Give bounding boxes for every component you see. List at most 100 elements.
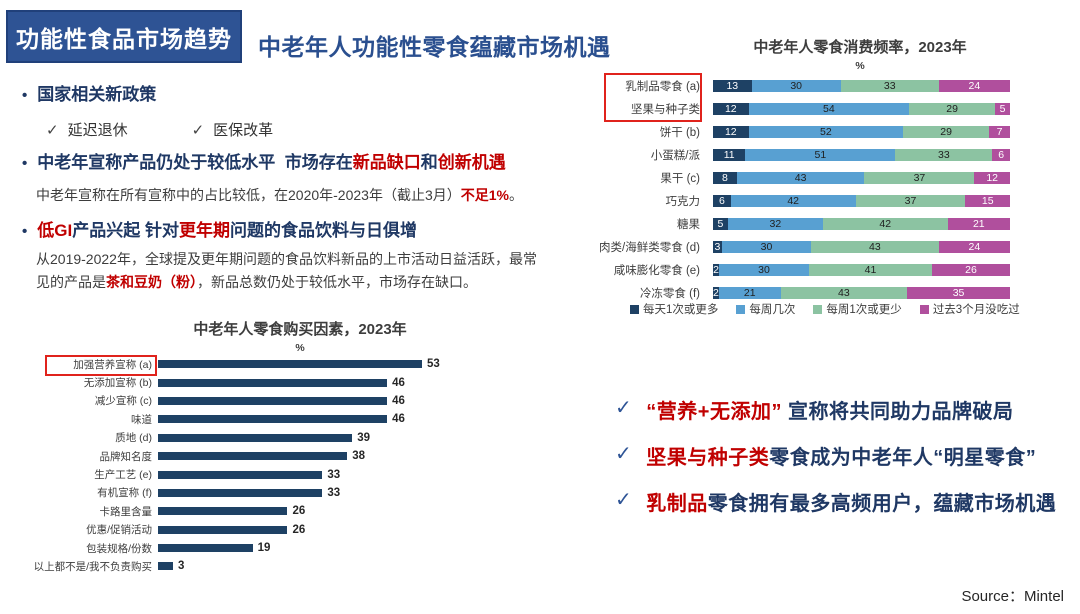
legend-label: 过去3个月没吃过	[932, 304, 1020, 316]
freq-category-label: 糖果	[677, 218, 700, 231]
purchase-category-label: 卡路里含量	[99, 505, 153, 518]
purchase-chart-row: 加强营养宣称 (a) 53	[28, 355, 440, 373]
policy-check-list: ✓ 延迟退休 ✓ 医保改革	[46, 119, 273, 140]
freq-stacked-bar: 3 30 43 24	[713, 240, 1010, 253]
insight-list: ✓ “营养+无添加” 宣称将共同助力品牌破局 ✓ 坚果与种子类零食成为中老年人“明星…	[615, 395, 1056, 533]
freq-chart-row: 乳制品零食 (a) 13 30 33 24	[583, 74, 1010, 97]
text-segment: 茶和豆奶（粉）	[106, 273, 197, 290]
insight-text: “营养+无添加” 宣称将共同助力品牌破局	[646, 395, 1013, 441]
freq-category-label: 咸味膨化零食 (e)	[613, 264, 700, 277]
freq-bar-segment: 30	[751, 79, 841, 92]
freq-category-label: 小蛋糕/派	[650, 149, 700, 162]
purchase-category-label: 无添加宣称 (b)	[83, 377, 152, 390]
legend-label: 每天1次或更多	[643, 304, 719, 316]
legend-swatch-icon	[919, 304, 929, 314]
menopause-paragraph: 从2019-2022年，全球提及更年期问题的食品饮料新品的上市活动日益活跃，最常…	[36, 248, 548, 293]
purchase-value-label: 33	[327, 486, 341, 499]
freq-bar-segment: 3	[713, 240, 722, 253]
freq-category-label: 坚果与种子类	[631, 103, 700, 116]
freq-bar-segment: 24	[938, 79, 1010, 92]
purchase-chart-row: 品牌知名度 38	[28, 447, 440, 465]
purchase-chart-row: 以上都不是/我不负责购买 3	[28, 557, 440, 575]
freq-chart-row: 糖果 5 32 42 21	[583, 212, 1010, 235]
frequency-chart-legend: 每天1次或更多 每周几次 每周1次或更少 过去3个月没吃过	[630, 301, 1020, 317]
text-segment: 从2019-2022年，全球提及更年期问题的食品饮料新品的上市活动日益活跃，最常…	[36, 251, 537, 290]
text-segment: 和	[420, 153, 438, 172]
bullet-policy: • 国家相关新政策	[22, 80, 156, 105]
text-segment: 中老年宣称产品仍处于较低水平 市场存在	[37, 153, 353, 172]
purchase-value-label: 53	[426, 358, 440, 371]
freq-bar-segment: 6	[992, 148, 1010, 161]
freq-bar-segment: 13	[713, 79, 752, 92]
insight-text: 乳制品零食拥有最多高频用户，蕴藏市场机遇	[646, 487, 1056, 533]
freq-bar-segment: 42	[730, 194, 856, 207]
bullet-icon: •	[22, 223, 28, 240]
freq-bar-segment: 42	[822, 217, 948, 230]
purchase-bar	[158, 507, 288, 516]
text-segment: 中老年宣称在所有宣称中的占比较低，在2020年-2023年（截止3月）	[36, 187, 461, 203]
freq-bar-segment: 5	[713, 217, 728, 230]
purchase-category-label: 包装规格/份数	[86, 542, 152, 555]
freq-bar-segment: 43	[780, 286, 908, 299]
purchase-category-label: 品牌知名度	[99, 450, 153, 463]
insight-text: 坚果与种子类零食成为中老年人“明星零食”	[646, 441, 1036, 487]
purchase-value-label: 46	[392, 394, 405, 407]
freq-bar-segment: 12	[713, 102, 749, 115]
freq-category-label: 巧克力	[665, 195, 701, 208]
freq-bar-segment: 35	[907, 286, 1010, 299]
purchase-bar	[158, 452, 348, 461]
text-segment: 新品缺口	[352, 153, 421, 172]
freq-chart-row: 小蛋糕/派 11 51 33 6	[583, 143, 1010, 166]
bullet-policy-text: 国家相关新政策	[37, 85, 157, 104]
bullet-claims-gap: • 中老年宣称产品仍处于较低水平 市场存在新品缺口和创新机遇	[22, 148, 506, 173]
purchase-category-label: 减少宣称 (c)	[94, 395, 152, 408]
claims-paragraph: 中老年宣称在所有宣称中的占比较低，在2020年-2023年（截止3月）不足1%。	[36, 184, 523, 207]
purchase-chart-row: 优惠/促销活动 26	[28, 521, 440, 539]
text-segment: 宣称将共同助力品牌破局	[781, 401, 1014, 423]
freq-bar-segment: 21	[718, 286, 781, 299]
frequency-chart: 乳制品零食 (a) 13 30 33 24 坚果与种子类 12 54 29 5 饼干 (b) 12 52…	[583, 74, 1010, 304]
purchase-bar	[158, 488, 323, 497]
purchase-value-label: 26	[292, 523, 306, 536]
legend-item: 每天1次或更多	[630, 301, 718, 317]
text-segment: ，新品总数仍处于较低水平，市场存在缺口。	[197, 273, 477, 290]
freq-chart-row: 巧克力 6 42 37 15	[583, 189, 1010, 212]
purchase-category-label: 以上都不是/我不负责购买	[33, 560, 152, 573]
purchase-category-label: 质地 (d)	[115, 432, 152, 445]
purchase-highlight-box	[45, 355, 157, 376]
bullet-claims-gap-text: 中老年宣称产品仍处于较低水平 市场存在新品缺口和创新机遇	[37, 153, 505, 172]
freq-bar-segment: 7	[989, 125, 1010, 138]
purchase-bar	[158, 525, 288, 534]
freq-bar-segment: 30	[721, 240, 811, 253]
freq-bar-segment: 29	[909, 102, 996, 115]
freq-chart-row: 咸味膨化零食 (e) 2 30 41 26	[583, 258, 1010, 281]
freq-bar-segment: 12	[974, 171, 1010, 184]
freq-stacked-bar: 2 30 41 26	[713, 263, 1010, 276]
bullet-low-gi-text: 低GI产品兴起 针对更年期问题的食品饮料与日俱增	[37, 221, 417, 240]
purchase-value-label: 26	[292, 505, 306, 518]
purchase-value-label: 33	[327, 468, 341, 481]
purchase-value-label: 46	[392, 376, 405, 389]
policy-check-item: ✓ 医保改革	[192, 119, 274, 140]
legend-item: 每周1次或更少	[813, 301, 902, 317]
freq-bar-segment: 26	[932, 263, 1010, 276]
purchase-category-label: 优惠/促销活动	[86, 524, 152, 537]
insight-item: ✓ 乳制品零食拥有最多高频用户，蕴藏市场机遇	[615, 487, 1056, 533]
purchase-chart-title: 中老年人零食购买因素，2023年	[193, 321, 407, 338]
purchase-category-label: 有机宣称 (f)	[97, 487, 152, 500]
freq-stacked-bar: 2 21 43 35	[713, 286, 1010, 299]
bullet-icon: •	[22, 87, 28, 104]
purchase-chart-row: 卡路里含量 26	[28, 502, 440, 520]
purchase-value-label: 3	[177, 560, 185, 573]
legend-swatch-icon	[736, 304, 746, 314]
purchase-bar	[158, 378, 388, 387]
freq-stacked-bar: 12 54 29 5	[713, 102, 1010, 115]
freq-bar-segment: 30	[719, 263, 809, 276]
freq-bar-segment: 54	[748, 102, 910, 115]
freq-chart-row: 果干 (c) 8 43 37 12	[583, 166, 1010, 189]
purchase-bar	[158, 433, 353, 442]
legend-label: 每周几次	[749, 304, 796, 316]
freq-bar-segment: 21	[947, 217, 1010, 230]
check-icon: ✓	[46, 121, 59, 139]
